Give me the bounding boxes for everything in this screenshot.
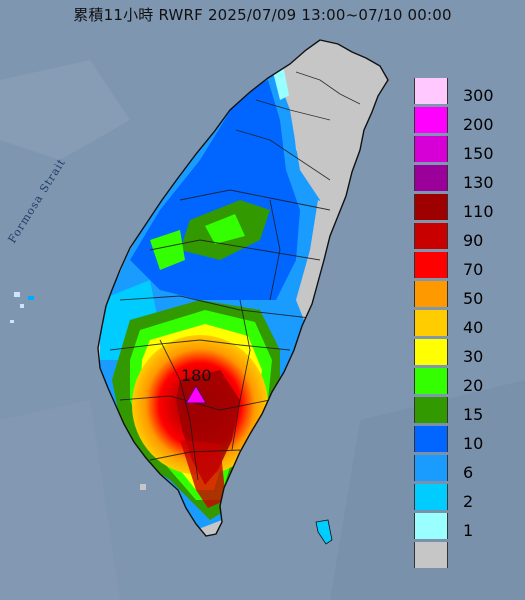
- legend-swatch: [414, 78, 448, 104]
- max-value-label: 180: [181, 366, 212, 385]
- legend-swatch: [414, 165, 448, 191]
- legend-label: 50: [463, 288, 484, 308]
- legend-entry: 20: [411, 368, 519, 395]
- legend-swatch: [414, 397, 448, 423]
- legend-label: 70: [463, 259, 484, 279]
- legend-label: 130: [463, 172, 494, 192]
- legend-swatch: [414, 484, 448, 510]
- legend-swatch: [414, 194, 448, 220]
- legend-entry: 110: [411, 194, 519, 221]
- legend-entry: 50: [411, 281, 519, 308]
- coastline: [97, 39, 389, 537]
- legend-entry: 1: [411, 513, 519, 540]
- legend-entry: 2: [411, 484, 519, 511]
- legend-swatch: [414, 281, 448, 307]
- legend-entry: 300: [411, 78, 519, 105]
- legend-entry: 10: [411, 426, 519, 453]
- legend-entry: 130: [411, 165, 519, 192]
- legend-entry: 30: [411, 339, 519, 366]
- legend-entry: 70: [411, 252, 519, 279]
- penghu-islands: [10, 292, 34, 323]
- legend-swatch: [414, 426, 448, 452]
- legend-entry: 200: [411, 107, 519, 134]
- legend-entry: 6: [411, 455, 519, 482]
- legend-entry: [411, 542, 519, 568]
- legend-label: 300: [463, 85, 494, 105]
- legend-entry: 150: [411, 136, 519, 163]
- legend-swatch: [414, 542, 448, 568]
- legend-label: 1: [463, 520, 474, 540]
- legend-entry: 40: [411, 310, 519, 337]
- legend-label: 150: [463, 143, 494, 163]
- legend-swatch: [414, 136, 448, 162]
- legend-label: 90: [463, 230, 484, 250]
- triangle-marker-icon: [185, 385, 207, 404]
- legend-label: 110: [463, 201, 494, 221]
- legend-entry: 90: [411, 223, 519, 250]
- legend-swatch: [414, 455, 448, 481]
- map-title: 累積11小時 RWRF 2025/07/09 13:00~07/10 00:00: [73, 6, 452, 24]
- liuqiu-island: [140, 484, 146, 490]
- legend-swatch: [414, 310, 448, 336]
- legend-label: 2: [463, 491, 474, 511]
- rainfall-legend: 300 200 150 130 110 90 70 50 40 30 20 15 10 6 2 1: [411, 78, 519, 572]
- legend-swatch: [414, 368, 448, 394]
- lanyu-island: [315, 519, 333, 545]
- legend-swatch: [414, 252, 448, 278]
- legend-label: 6: [463, 462, 474, 482]
- legend-label: 40: [463, 317, 484, 337]
- legend-swatch: [414, 107, 448, 133]
- legend-label: 200: [463, 114, 494, 134]
- legend-swatch: [414, 339, 448, 365]
- legend-swatch: [414, 223, 448, 249]
- legend-entry: 15: [411, 397, 519, 424]
- legend-label: 10: [463, 433, 484, 453]
- legend-label: 20: [463, 375, 484, 395]
- legend-swatch: [414, 513, 448, 539]
- legend-label: 15: [463, 404, 484, 424]
- legend-label: 30: [463, 346, 484, 366]
